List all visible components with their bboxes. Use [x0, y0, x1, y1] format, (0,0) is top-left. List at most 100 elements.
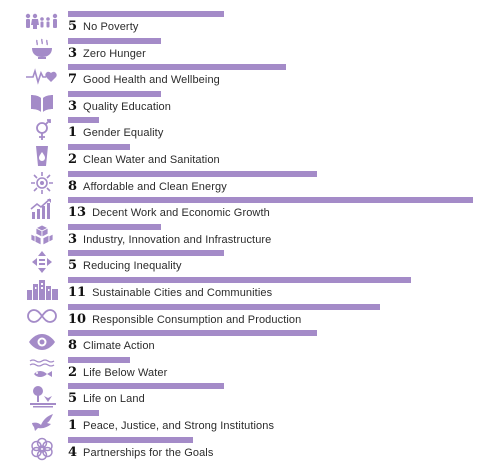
category-label: Life on Land	[83, 393, 145, 406]
heartbeat-icon	[22, 63, 62, 89]
data-label: 11	[68, 285, 87, 300]
bar-label: 1 Peace, Justice, and Strong Institutions	[68, 417, 274, 435]
data-label: 5	[68, 19, 78, 34]
bar	[68, 250, 224, 257]
family-icon	[22, 10, 62, 36]
chart-row: 3 Zero Hunger	[0, 37, 480, 63]
chart-row: 4 Partnerships for the Goals	[0, 436, 480, 462]
category-label: Good Health and Wellbeing	[83, 74, 220, 87]
bar-label: 2 Life Below Water	[68, 364, 167, 382]
category-label: Responsible Consumption and Production	[92, 313, 302, 326]
water-drop-icon	[22, 143, 62, 169]
data-label: 10	[68, 311, 87, 327]
cubes-icon	[22, 223, 62, 249]
bar-label: 11 Sustainable Cities and Communities	[68, 284, 272, 302]
bar	[68, 277, 411, 283]
equality-arrows-icon	[22, 249, 62, 275]
category-label: Reducing Inequality	[83, 260, 182, 273]
data-label: 3	[68, 98, 78, 114]
category-label: Quality Education	[83, 100, 171, 113]
bar-label: 5 Reducing Inequality	[68, 257, 182, 275]
bar-label: 8 Affordable and Clean Energy	[68, 178, 227, 196]
bar	[68, 37, 161, 44]
sun-icon	[22, 170, 62, 196]
bar-label: 5 No Poverty	[68, 18, 138, 36]
chart-row: 2 Life Below Water	[0, 356, 480, 382]
bar-label: 3 Zero Hunger	[68, 45, 146, 63]
bar	[68, 170, 317, 177]
bar-label: 3 Industry, Innovation and Infrastructure	[68, 231, 271, 249]
city-buildings-icon	[22, 276, 62, 302]
bar-label: 2 Clean Water and Sanitation	[68, 151, 220, 169]
chart-row: 1 Gender Equality	[0, 116, 480, 142]
data-label: 2	[68, 364, 78, 380]
bar-label: 7 Good Health and Wellbeing	[68, 71, 220, 89]
category-label: No Poverty	[83, 21, 139, 33]
data-label: 2	[68, 152, 78, 167]
bar-label: 5 Life on Land	[68, 390, 145, 408]
data-label: 5	[68, 391, 78, 407]
flower-rings-icon	[22, 436, 62, 462]
data-label: 8	[68, 338, 78, 354]
bar	[68, 410, 99, 416]
bar	[68, 144, 130, 150]
bar	[68, 223, 161, 230]
dove-icon	[22, 409, 62, 435]
bar	[68, 383, 224, 390]
data-label: 1	[68, 125, 78, 141]
fish-icon	[22, 356, 62, 382]
chart-row: 5 Life on Land	[0, 382, 480, 408]
tree-icon	[22, 382, 62, 408]
chart-row: 13 Decent Work and Economic Growth	[0, 196, 480, 222]
data-label: 7	[68, 72, 78, 88]
open-book-icon	[22, 90, 62, 116]
chart-row: 3 Industry, Innovation and Infrastructure	[0, 223, 480, 249]
category-label: Industry, Innovation and Infrastructure	[83, 233, 272, 246]
bar	[68, 197, 473, 204]
data-label: 13	[68, 205, 87, 221]
category-label: Decent Work and Economic Growth	[92, 207, 270, 220]
data-label: 1	[68, 418, 78, 433]
bar	[68, 303, 380, 310]
chart-row: 1 Peace, Justice, and Strong Institutions	[0, 409, 480, 435]
bar-label: 13 Decent Work and Economic Growth	[68, 204, 270, 222]
infinity-icon	[22, 303, 62, 329]
category-label: Clean Water and Sanitation	[83, 154, 220, 166]
bar	[68, 356, 130, 363]
eye-icon	[22, 329, 62, 355]
chart-row: 5 Reducing Inequality	[0, 249, 480, 275]
data-label: 3	[68, 45, 78, 61]
category-label: Sustainable Cities and Communities	[92, 287, 273, 299]
category-label: Affordable and Clean Energy	[83, 180, 227, 193]
bar	[68, 90, 161, 97]
chart-row: 7 Good Health and Wellbeing	[0, 63, 480, 89]
chart-row: 8 Affordable and Clean Energy	[0, 170, 480, 196]
bar	[68, 330, 317, 337]
food-bowl-icon	[22, 37, 62, 63]
bar-label: 8 Climate Action	[68, 337, 155, 355]
bar	[68, 436, 193, 443]
category-label: Partnerships for the Goals	[83, 446, 214, 459]
chart-row: 10 Responsible Consumption and Production	[0, 303, 480, 329]
bar-label: 4 Partnerships for the Goals	[68, 444, 213, 462]
category-label: Life Below Water	[83, 366, 168, 379]
chart-row: 8 Climate Action	[0, 329, 480, 355]
bar-label: 3 Quality Education	[68, 98, 171, 116]
data-label: 8	[68, 178, 78, 194]
chart-row: 11 Sustainable Cities and Communities	[0, 276, 480, 302]
chart-row: 3 Quality Education	[0, 90, 480, 116]
data-label: 5	[68, 258, 78, 274]
category-label: Zero Hunger	[83, 47, 146, 60]
growth-chart-icon	[22, 196, 62, 222]
bar	[68, 11, 224, 17]
category-label: Climate Action	[83, 340, 155, 353]
bar-label: 1 Gender Equality	[68, 124, 163, 142]
category-label: Peace, Justice, and Strong Institutions	[83, 420, 275, 432]
bar	[68, 64, 286, 71]
gender-icon	[22, 116, 62, 142]
data-label: 3	[68, 231, 78, 247]
bar	[68, 117, 99, 124]
category-label: Gender Equality	[83, 127, 164, 140]
bar-label: 10 Responsible Consumption and Production	[68, 311, 301, 329]
